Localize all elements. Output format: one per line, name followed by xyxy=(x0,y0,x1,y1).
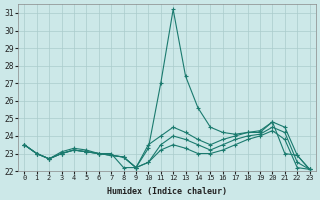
X-axis label: Humidex (Indice chaleur): Humidex (Indice chaleur) xyxy=(107,187,227,196)
